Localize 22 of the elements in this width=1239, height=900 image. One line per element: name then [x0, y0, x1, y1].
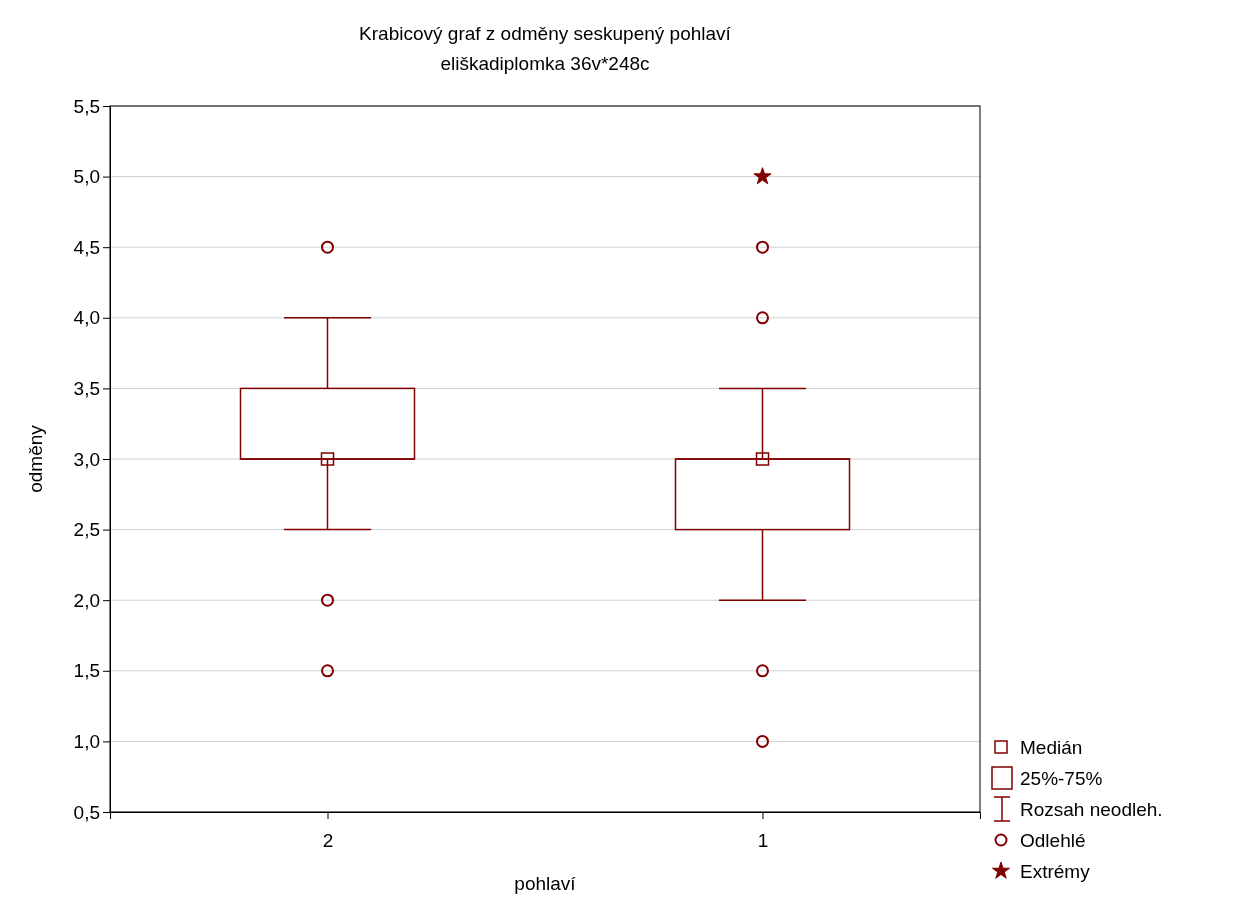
- y-tick-label: 1,0: [73, 730, 100, 752]
- y-tick-label: 0,5: [73, 801, 100, 823]
- x-tick-label: 1: [757, 829, 769, 851]
- legend-label: Odlehlé: [1020, 830, 1086, 851]
- y-tick-label: 3,0: [73, 448, 100, 470]
- legend-label: Medián: [1020, 737, 1083, 758]
- y-tick-label: 4,0: [73, 307, 100, 329]
- x-tick-label: 2: [322, 829, 334, 851]
- y-axis-title: odměny: [25, 424, 46, 493]
- y-tick-label: 1,5: [73, 660, 100, 682]
- y-tick-label: 2,5: [73, 519, 100, 541]
- text: 25%-75%: [1020, 768, 1103, 789]
- text: Rozsah neodleh.: [1020, 799, 1163, 820]
- y-tick-label: 4,5: [73, 236, 100, 258]
- y-tick-label: 5,0: [73, 166, 100, 188]
- y-tick-label: 2,0: [73, 589, 100, 611]
- legend-label: Extrémy: [1020, 861, 1091, 882]
- chart-title: Krabicový graf z odměny seskupený pohlaví: [359, 23, 732, 44]
- y-tick-label: 5,5: [73, 95, 100, 117]
- y-tick-label: 3,5: [73, 377, 100, 399]
- x-axis-title: pohlaví: [514, 873, 577, 894]
- chart-subtitle: eliškadiplomka 36v*248c: [440, 53, 650, 74]
